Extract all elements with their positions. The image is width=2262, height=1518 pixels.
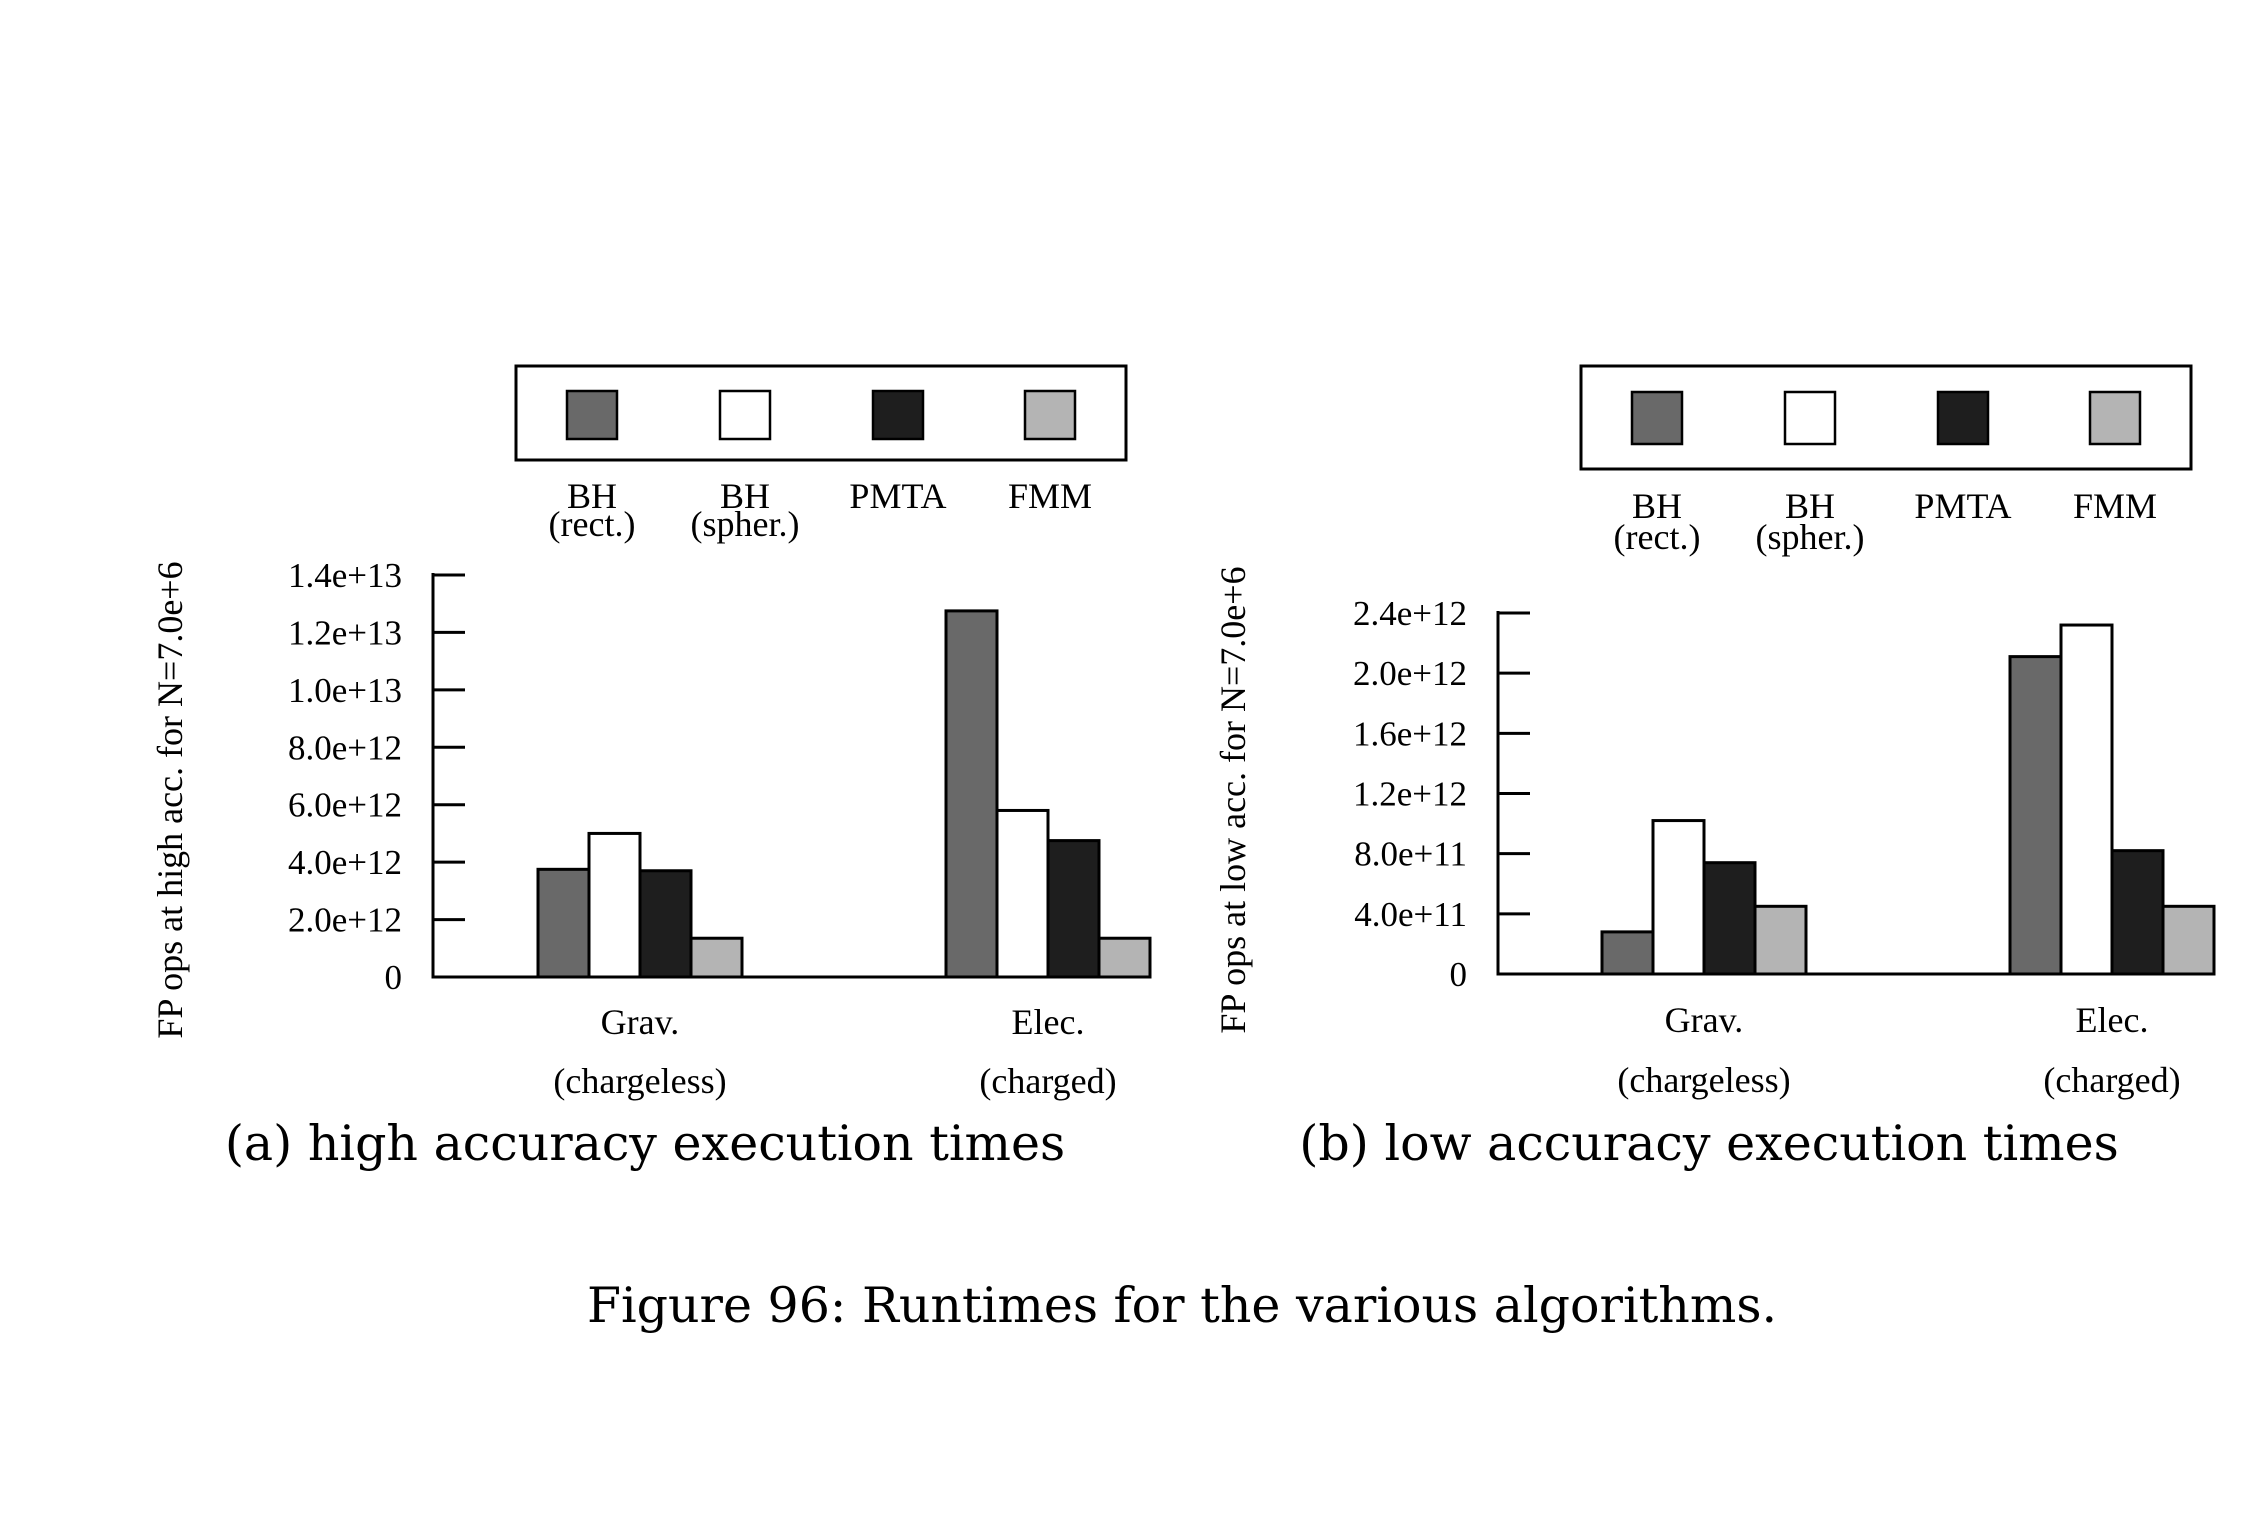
category-sublabel-1: (charged) bbox=[2043, 1060, 2180, 1100]
y-tick-label-1: 4.0e+11 bbox=[1354, 895, 1467, 934]
legend-swatch-1 bbox=[718, 389, 772, 441]
bar-a-0-2 bbox=[638, 869, 693, 979]
y-tick-label-0: 0 bbox=[1450, 955, 1468, 994]
legend-sublabel-0: (rect.) bbox=[1614, 517, 1701, 557]
y-tick-label-5: 1.0e+13 bbox=[288, 671, 402, 710]
bar-b-1-2 bbox=[2110, 849, 2165, 976]
y-axis-label: FP ops at low acc. for N=7.0e+6 bbox=[1213, 566, 1253, 1033]
bar-a-0-3 bbox=[689, 936, 744, 979]
legend-swatch-0 bbox=[1630, 390, 1684, 446]
y-tick-label-4: 8.0e+12 bbox=[288, 728, 402, 767]
legend-sublabel-0: (rect.) bbox=[549, 504, 636, 544]
category-sublabel-0: (chargeless) bbox=[553, 1061, 726, 1101]
legend-label-3: FMM bbox=[1008, 476, 1092, 516]
category-label-0: Grav. bbox=[601, 1002, 680, 1042]
bar-a-0-0 bbox=[536, 867, 591, 979]
bar-a-1-3 bbox=[1097, 936, 1152, 979]
legend-label-1: BH bbox=[720, 476, 770, 516]
legend-label-3: FMM bbox=[2073, 486, 2157, 526]
y-tick-label-2: 4.0e+12 bbox=[288, 843, 402, 882]
category-sublabel-0: (chargeless) bbox=[1617, 1060, 1790, 1100]
legend-label-0: BH bbox=[1632, 486, 1682, 526]
bar-b-0-1 bbox=[1651, 819, 1706, 976]
category-label-0: Grav. bbox=[1665, 1000, 1744, 1040]
bar-b-0-0 bbox=[1600, 930, 1655, 976]
bar-a-0-1 bbox=[587, 831, 642, 979]
bar-b-1-0 bbox=[2008, 655, 2063, 976]
y-tick-label-3: 1.2e+12 bbox=[1353, 775, 1467, 814]
legend-swatch-0 bbox=[565, 389, 619, 441]
panel-b-chart: BH(rect.)BH(spher.)PMTA FMM04.0e+118.0e+1… bbox=[1213, 364, 2216, 1172]
y-tick-label-3: 6.0e+12 bbox=[288, 786, 402, 825]
legend-label-1: BH bbox=[1785, 486, 1835, 526]
legend-swatch-2 bbox=[871, 389, 925, 441]
y-tick-label-0: 0 bbox=[385, 958, 403, 997]
figure-caption: Figure 96: Runtimes for the various algo… bbox=[587, 1277, 1777, 1334]
y-tick-label-6: 1.2e+13 bbox=[288, 613, 402, 652]
y-axis-label: FP ops at high acc. for N=7.0e+6 bbox=[150, 561, 190, 1038]
legend-label-2: PMTA bbox=[849, 476, 946, 516]
legend-swatch-3 bbox=[1023, 389, 1077, 441]
bar-b-1-1 bbox=[2059, 623, 2114, 976]
legend-swatch-2 bbox=[1936, 390, 1990, 446]
legend-sublabel-1: (spher.) bbox=[1756, 517, 1865, 557]
bar-a-1-0 bbox=[944, 609, 999, 979]
bar-a-1-1 bbox=[995, 808, 1050, 979]
y-tick-label-6: 2.4e+12 bbox=[1353, 594, 1467, 633]
legend-label-2: PMTA bbox=[1914, 486, 2011, 526]
bar-b-0-3 bbox=[1753, 904, 1808, 976]
category-label-1: Elec. bbox=[2076, 1000, 2149, 1040]
y-tick-label-1: 2.0e+12 bbox=[288, 901, 402, 940]
y-tick-label-5: 2.0e+12 bbox=[1353, 654, 1467, 693]
y-tick-label-7: 1.4e+13 bbox=[288, 556, 402, 595]
y-tick-label-4: 1.6e+12 bbox=[1353, 714, 1467, 753]
category-label-1: Elec. bbox=[1012, 1002, 1085, 1042]
legend-sublabel-1: (spher.) bbox=[691, 504, 800, 544]
category-sublabel-1: (charged) bbox=[979, 1061, 1116, 1101]
y-tick-label-2: 8.0e+11 bbox=[1354, 835, 1467, 874]
panel-caption-b: (b) low accuracy execution times bbox=[1299, 1115, 2118, 1172]
legend-swatch-3 bbox=[2088, 390, 2142, 446]
legend-swatch-1 bbox=[1783, 390, 1837, 446]
bar-b-0-2 bbox=[1702, 861, 1757, 976]
bar-a-1-2 bbox=[1046, 839, 1101, 979]
panel-caption-a: (a) high accuracy execution times bbox=[225, 1115, 1065, 1172]
legend-label-0: BH bbox=[567, 476, 617, 516]
bar-b-1-3 bbox=[2161, 904, 2216, 976]
panel-a-chart: BH(rect.)BH(spher.)PMTA FMM02.0e+124.0e+1… bbox=[150, 364, 1152, 1172]
